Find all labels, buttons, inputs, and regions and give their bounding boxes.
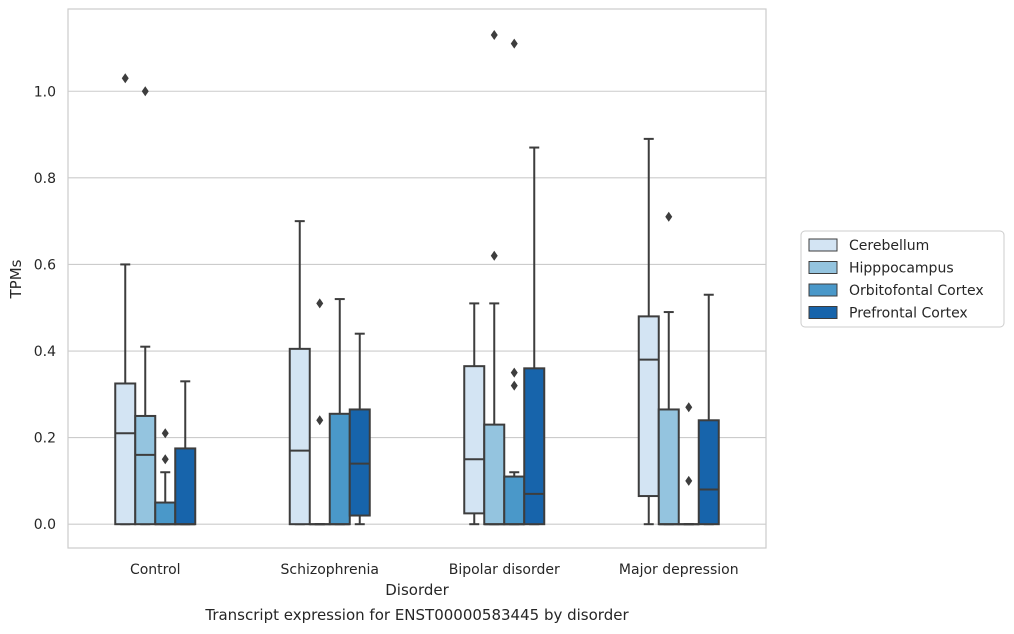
legend-frame [800,230,1005,328]
legend-label: Hipppocampus [849,261,954,277]
box-2-2 [503,38,526,526]
legend-swatch [808,306,838,319]
outlier-marker [685,402,693,413]
outlier-marker [141,86,149,97]
box-body [114,382,137,526]
x-tick-label: Bipolar disorder [449,562,560,578]
box-1-1 [308,298,331,526]
box-0-1 [134,86,157,526]
box-body [134,414,157,526]
box-3-2 [677,402,700,526]
box-body [483,423,506,526]
box-1-0 [288,220,311,526]
legend-swatch [808,261,838,274]
outlier-marker [490,250,498,261]
box-body [174,447,197,526]
x-axis-label: Disorder [385,581,449,599]
box-1-3 [348,332,371,526]
box-body [154,501,177,526]
y-tick-label: 0.8 [34,171,56,187]
outlier-marker [665,211,673,222]
outlier-marker [490,29,498,40]
box-2-0 [463,302,486,526]
outlier-marker [121,73,129,84]
x-tick-label: Major depression [619,562,739,578]
legend-swatch [808,238,838,252]
legend-swatch [808,283,838,297]
y-tick-labels: 0.0 0.2 0.4 0.6 0.8 1.0 [34,84,56,533]
box-body [697,419,720,526]
box-body [348,408,371,517]
outlier-marker [510,38,518,49]
legend-label: Prefrontal Cortex [849,306,968,322]
outlier-marker [161,454,169,465]
y-tick-label: 0.4 [34,344,56,360]
box-0-3 [174,380,197,526]
box-3-0 [637,137,660,526]
y-axis-label: TPMs [7,259,25,299]
box-2-3 [523,146,546,526]
y-tick-label: 0.0 [34,517,56,533]
box-0-2 [154,428,177,526]
y-tick-label: 1.0 [34,84,56,100]
plot-frame [67,8,767,549]
box-body [523,367,546,526]
box-body [328,412,351,526]
box-3-1 [657,211,680,526]
x-tick-label: Schizophrenia [281,562,379,578]
outlier-marker [316,298,324,309]
x-tick-label: Control [130,562,181,578]
figure-caption: Transcript expression for ENST0000058344… [205,606,629,624]
box-body [463,365,486,515]
box-body [637,315,660,498]
box-body [503,475,526,526]
box-0-0 [114,73,137,526]
outlier-marker [510,367,518,378]
plot-layer [114,29,720,526]
box-2-1 [483,29,506,526]
box-1-2 [328,298,351,526]
box-body [657,408,680,526]
box-body [288,347,311,526]
x-tick-labels: Control Schizophrenia Bipolar disorder Majo… [130,562,739,578]
legend-label: Orbitofontal Cortex [849,283,984,299]
outlier-marker [510,380,518,391]
legend-label: Cerebellum [849,238,929,254]
outlier-marker [685,475,693,486]
y-tick-label: 0.2 [34,431,56,447]
outlier-marker [161,428,169,439]
legend: Cerebellum Hipppocampus Orbitofontal Corte… [800,230,1005,328]
box-3-3 [697,293,720,526]
y-tick-label: 0.6 [34,257,56,273]
outlier-marker [316,415,324,426]
